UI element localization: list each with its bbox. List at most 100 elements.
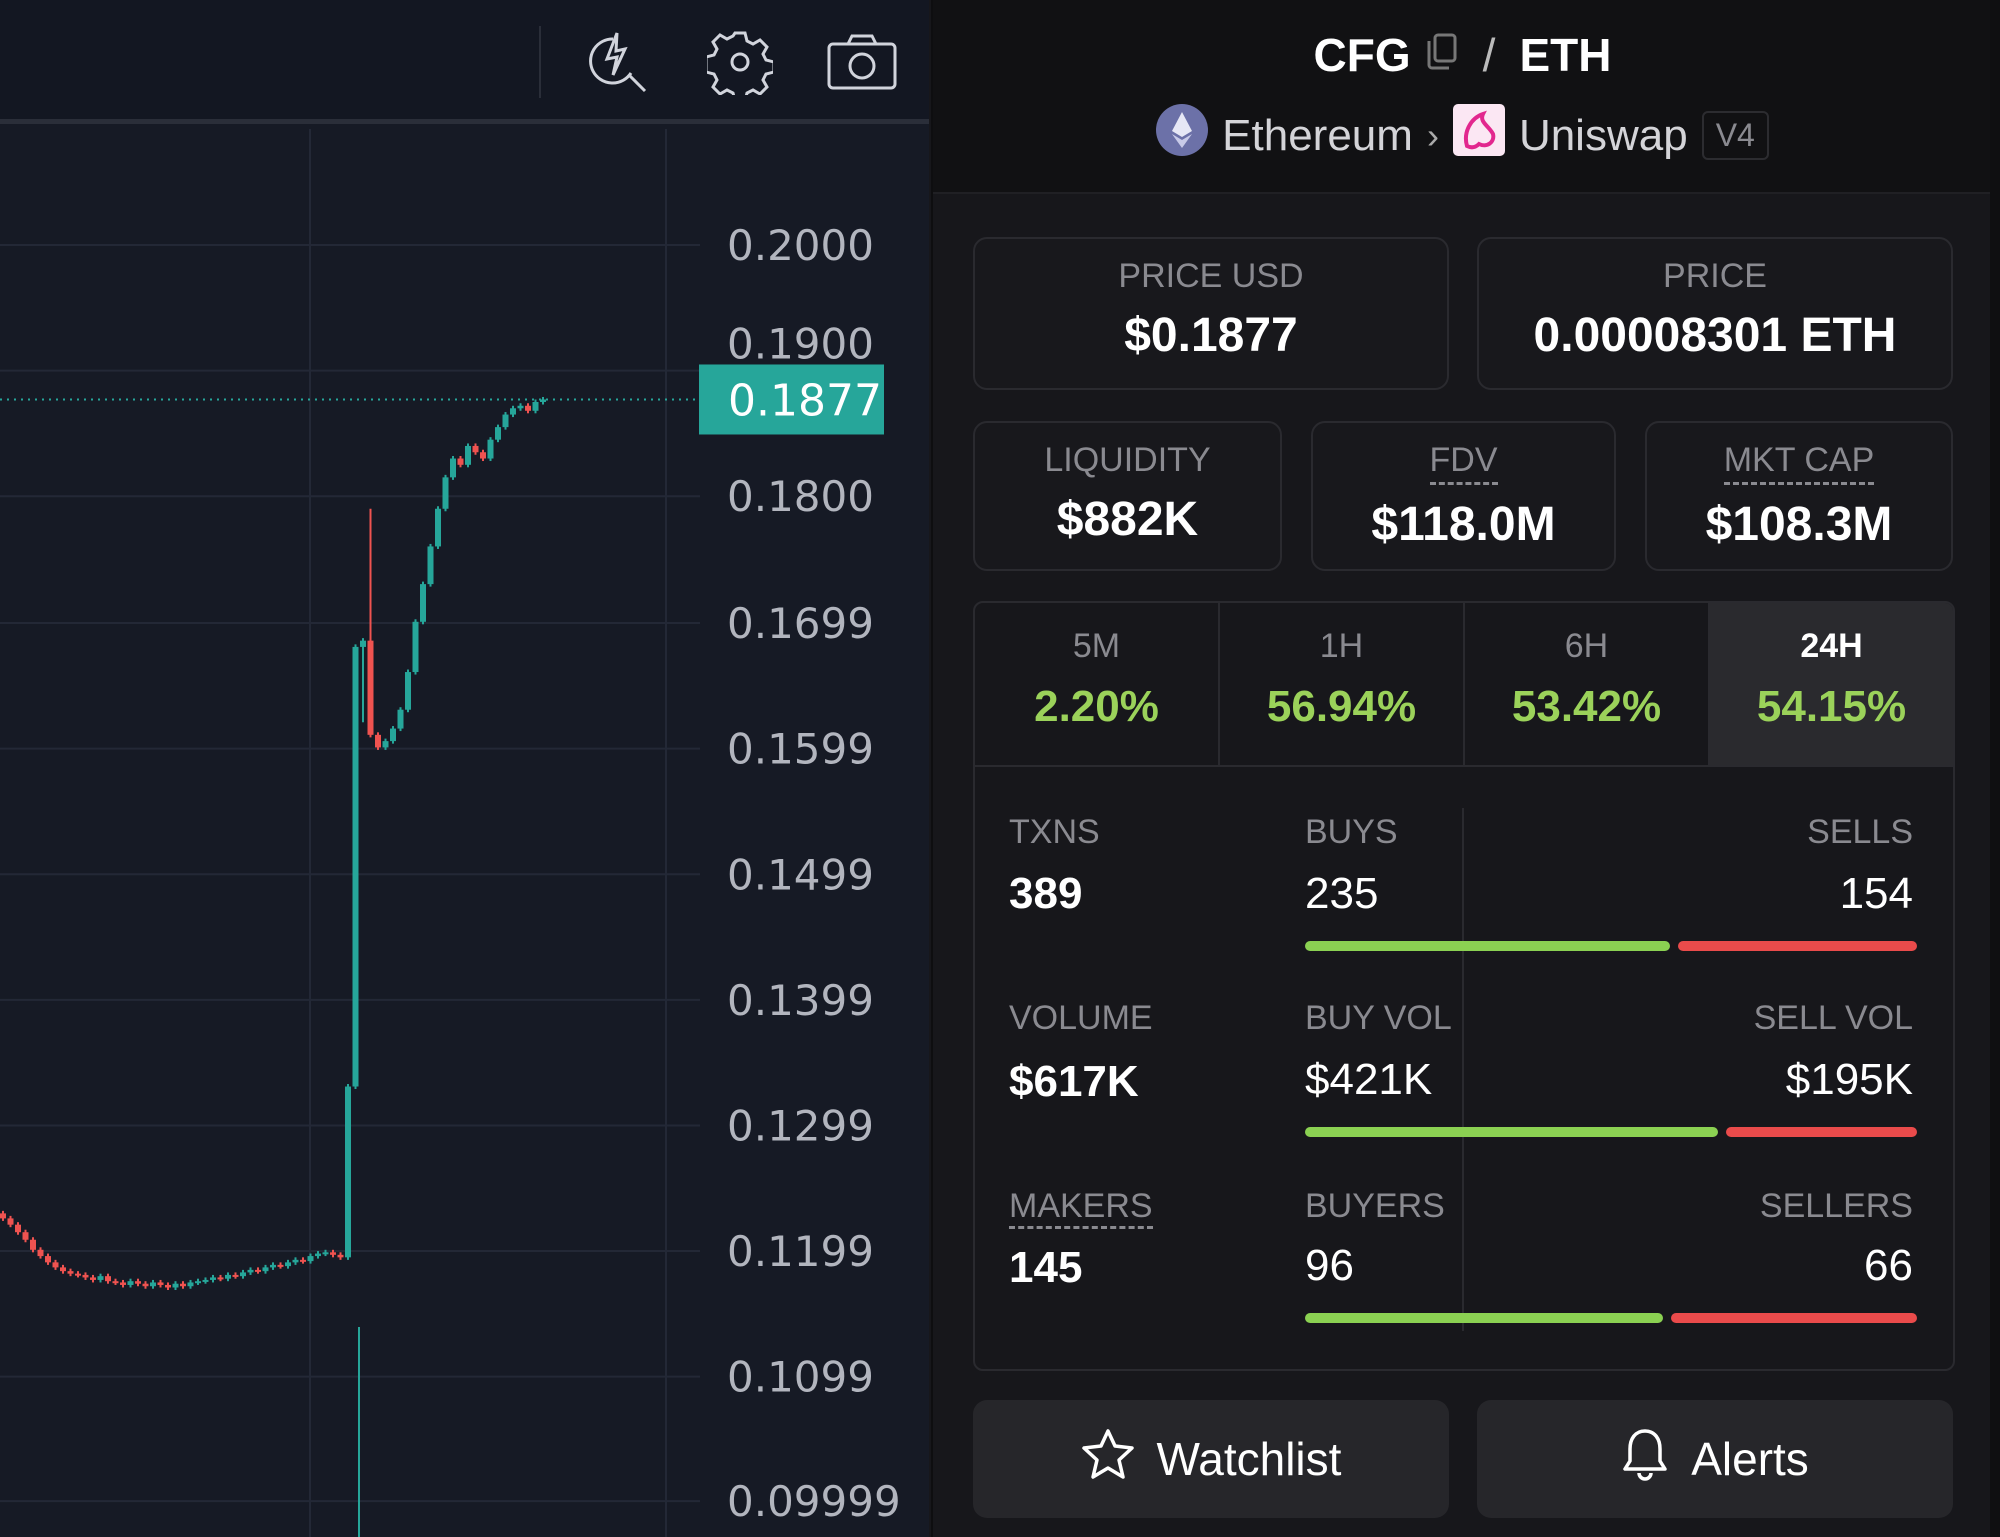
candle-body — [285, 1262, 291, 1267]
tab-1h[interactable]: 1H 56.94% — [1220, 603, 1465, 765]
tab-6h[interactable]: 6H 53.42% — [1465, 603, 1710, 765]
candle-body — [255, 1269, 261, 1272]
uniswap-icon — [1452, 104, 1505, 167]
y-tick-label: 0.1299 — [727, 1101, 874, 1150]
alerts-button[interactable]: Alerts — [1477, 1400, 1953, 1518]
buys-bar — [1305, 941, 1670, 951]
candle-body — [360, 640, 366, 647]
current-price-label: 0.1877 — [728, 375, 882, 426]
y-tick-label: 0.09999 — [727, 1477, 901, 1526]
makers-label[interactable]: MAKERS — [1009, 1187, 1153, 1229]
buyers-label: BUYERS — [1305, 1187, 1445, 1225]
candle-body — [315, 1253, 321, 1257]
chevron-right-icon: › — [1426, 114, 1439, 156]
sells-value: 154 — [1839, 869, 1913, 918]
candle-body — [150, 1282, 156, 1287]
base-token: CFG — [1313, 29, 1411, 81]
volume-label: VOLUME — [1009, 999, 1153, 1037]
liquidity-label: LIQUIDITY — [1044, 441, 1211, 479]
candle-body — [532, 402, 539, 411]
candle-body — [397, 709, 404, 729]
candle-body — [15, 1224, 21, 1233]
candle-body — [375, 734, 381, 748]
candle-body — [277, 1264, 284, 1267]
candle-body — [37, 1249, 44, 1257]
copy-icon[interactable] — [1425, 28, 1459, 82]
price-native-card: PRICE 0.00008301 ETH — [1477, 237, 1953, 390]
sellers-label: SELLERS — [1759, 1187, 1913, 1225]
watchlist-button[interactable]: Watchlist — [973, 1400, 1449, 1518]
tab-24h[interactable]: 24H 54.15% — [1710, 603, 1953, 765]
indicator-search-icon[interactable] — [580, 26, 652, 98]
fdv-card[interactable]: FDV $118.0M — [1311, 421, 1616, 571]
star-icon — [1081, 1428, 1135, 1491]
sell-volume-value: $195K — [1785, 1055, 1913, 1104]
sells-label: SELLS — [1807, 813, 1913, 851]
version-badge: V4 — [1701, 111, 1769, 160]
y-tick-label: 0.1499 — [727, 850, 874, 899]
tab-change: 53.42% — [1511, 682, 1662, 731]
stats-box: 5M 2.20% 1H 56.94% 6H 53.42% 24H 54.15% TXNS… — [973, 601, 1955, 1371]
market-cap-card[interactable]: MKT CAP $108.3M — [1645, 421, 1953, 571]
buys-label: BUYS — [1305, 813, 1398, 851]
bell-icon — [1621, 1427, 1669, 1492]
candle-body — [45, 1256, 51, 1263]
price-chart[interactable]: 0.2000 0.1900 0.1800 0.1699 0.1599 0.1499 0.13… — [0, 0, 929, 1537]
dex-link[interactable]: Uniswap — [1518, 110, 1688, 160]
candle-body — [232, 1274, 239, 1277]
fdv-value: $118.0M — [1371, 498, 1556, 551]
y-tick-label: 0.1599 — [727, 725, 874, 774]
candle-body — [75, 1273, 81, 1276]
candle-body — [135, 1281, 141, 1284]
txns-value: 389 — [1009, 869, 1083, 918]
price-usd-card: PRICE USD $0.1877 — [973, 237, 1449, 390]
tab-5m[interactable]: 5M 2.20% — [975, 603, 1220, 765]
buy-volume-bar — [1305, 1127, 1718, 1137]
candle-body — [330, 1252, 336, 1255]
candle-body — [487, 439, 494, 459]
watchlist-label: Watchlist — [1156, 1433, 1342, 1485]
sells-bar — [1677, 941, 1917, 951]
tab-label: 6H — [1564, 627, 1609, 665]
candle-body — [22, 1232, 29, 1240]
tab-label: 24H — [1800, 627, 1863, 665]
sellers-value: 66 — [1864, 1241, 1913, 1290]
makers-value: 145 — [1009, 1243, 1083, 1292]
candle-body — [202, 1279, 209, 1282]
candle-body — [210, 1277, 216, 1280]
candle-body — [225, 1274, 231, 1279]
tab-change: 56.94% — [1266, 682, 1417, 731]
chart-toolbar — [0, 0, 929, 124]
tab-label: 5M — [1072, 627, 1121, 665]
sellers-bar — [1671, 1313, 1917, 1323]
candle-body — [510, 408, 516, 415]
candle-body — [435, 508, 441, 547]
alerts-label: Alerts — [1691, 1433, 1809, 1485]
candle-body — [90, 1277, 96, 1280]
candle-body — [172, 1283, 179, 1288]
pair-info-panel: CFG / ETH Ethereum › Uniswap V4 PRICE US… — [931, 0, 2000, 1537]
sell-volume-bar — [1725, 1127, 1917, 1137]
toolbar-divider — [539, 26, 541, 98]
scrollbar[interactable] — [1990, 0, 2000, 1537]
candle-body — [450, 458, 456, 478]
current-price-badge — [699, 364, 884, 435]
candle-body — [60, 1267, 66, 1272]
liquidity-value: $882K — [1056, 493, 1199, 546]
candle-body — [7, 1218, 14, 1225]
chain-link[interactable]: Ethereum — [1222, 110, 1413, 160]
y-tick-label: 0.1900 — [727, 319, 874, 368]
candle-body — [480, 452, 486, 459]
candle-body — [142, 1283, 149, 1287]
candle-body — [127, 1281, 134, 1285]
txns-label: TXNS — [1009, 813, 1100, 851]
candlestick-plot[interactable]: 0.2000 0.1900 0.1800 0.1699 0.1599 0.1499 0.13… — [0, 129, 929, 1537]
camera-icon[interactable] — [826, 26, 898, 98]
candle-body — [67, 1271, 74, 1274]
market-cap-value: $108.3M — [1705, 498, 1893, 551]
candle-body — [517, 405, 524, 409]
tab-change: 2.20% — [1034, 682, 1159, 731]
candle-body — [525, 405, 531, 411]
gear-icon[interactable] — [704, 26, 776, 98]
liquidity-card: LIQUIDITY $882K — [973, 421, 1282, 571]
